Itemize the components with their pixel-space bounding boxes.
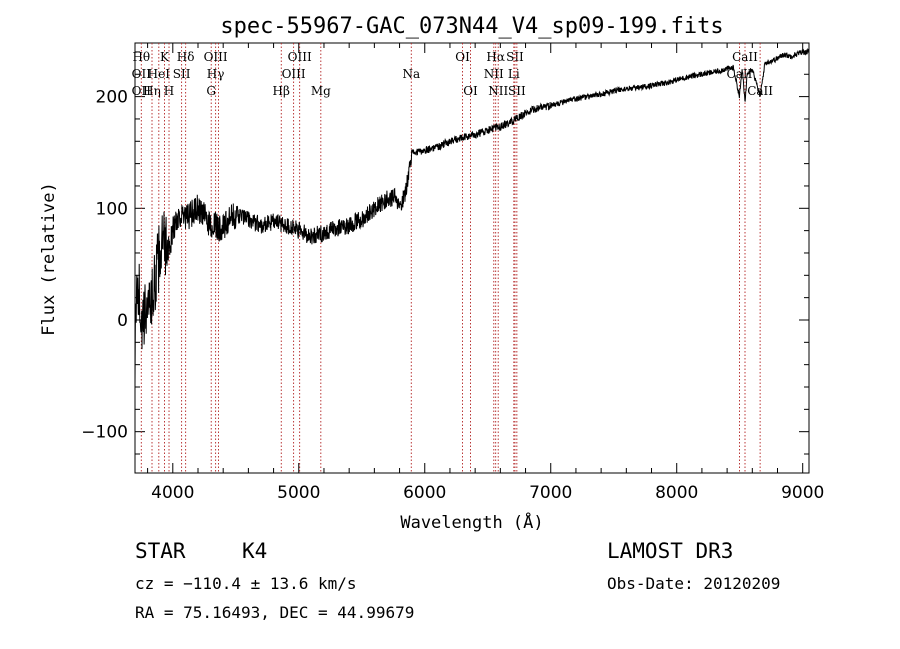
sky-coordinates: RA = 75.16493, DEC = 44.99679 xyxy=(135,603,415,622)
spectral-line-label: OIII xyxy=(288,50,312,64)
spectral-line-label: Hη xyxy=(143,84,161,98)
spectral-line-label: OII xyxy=(132,84,152,98)
x-tick-label: 8000 xyxy=(655,483,698,503)
spectral-line-label: SII xyxy=(506,50,524,64)
redshift-velocity: cz = −110.4 ± 13.6 km/s xyxy=(135,574,357,593)
x-tick-label: 9000 xyxy=(781,483,824,503)
survey-name: LAMOST DR3 xyxy=(607,539,734,563)
y-tick-label: 0 xyxy=(117,311,128,331)
spectrum-trace xyxy=(134,47,810,385)
x-tick-label: 7000 xyxy=(529,483,572,503)
spectral-line-label: CaII xyxy=(747,84,773,98)
spectral-line-label: Hθ xyxy=(132,50,150,64)
spectral-line-label: OI xyxy=(463,84,478,98)
spectral-subclass: K4 xyxy=(242,539,268,563)
spectral-line-label: Hα xyxy=(486,50,505,64)
chart-title: spec-55967-GAC_073N44_V4_sp09-199.fits xyxy=(220,14,723,39)
spectral-line-label: K xyxy=(160,50,170,64)
spectral-line-label: Li xyxy=(508,67,520,81)
spectral-line-label: Hβ xyxy=(273,84,290,98)
spectral-line-label: OIII xyxy=(204,50,228,64)
y-axis-label: Flux (relative) xyxy=(39,182,59,336)
spectral-line-label: OII xyxy=(132,67,152,81)
spectral-line-label: CaII xyxy=(727,67,753,81)
spectral-line-label: Hγ xyxy=(207,67,225,81)
x-axis-label: Wavelength (Å) xyxy=(400,511,543,533)
spectral-line-label: Mg xyxy=(311,84,331,98)
spectral-line-label: OIII xyxy=(282,67,306,81)
spectral-line-label: SII xyxy=(508,84,526,98)
spectral-line-label: HeI xyxy=(148,67,171,81)
x-tick-label: 5000 xyxy=(277,483,320,503)
plot-frame xyxy=(134,42,810,474)
observation-date: Obs-Date: 20120209 xyxy=(607,574,781,593)
y-tick-label: 100 xyxy=(96,199,128,219)
spectral-line-label: OI xyxy=(455,50,470,64)
spectral-line-label: Na xyxy=(402,67,420,81)
spectral-line-label: NII xyxy=(484,67,504,81)
x-tick-label: 4000 xyxy=(151,483,194,503)
spectral-line-label: SII xyxy=(173,67,191,81)
y-tick-label: 200 xyxy=(96,88,128,108)
spectral-line-label: NII xyxy=(488,84,508,98)
spectral-line-label: G xyxy=(206,84,216,98)
y-tick-label: −100 xyxy=(81,423,128,443)
spectral-line-label: CaII xyxy=(732,50,758,64)
object-class: STAR xyxy=(135,539,186,563)
spectral-line-label: H xyxy=(164,84,174,98)
x-tick-label: 6000 xyxy=(403,483,446,503)
spectral-line-label: Hδ xyxy=(177,50,195,64)
